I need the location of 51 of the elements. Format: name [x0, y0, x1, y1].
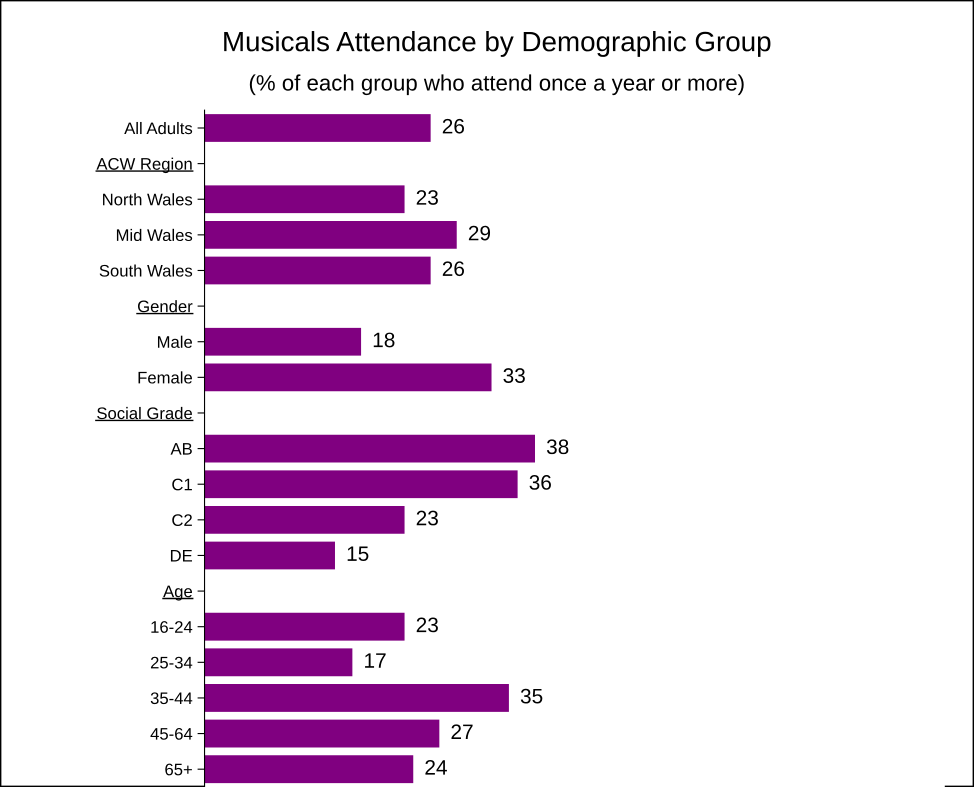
bar: [204, 648, 352, 676]
data-label: 33: [503, 368, 525, 383]
y-tick-label: C2: [172, 514, 192, 526]
data-label: 24: [425, 760, 447, 775]
data-label: 26: [442, 261, 464, 276]
chart-title: Musicals Attendance by Demographic Group: [224, 31, 770, 57]
data-label: 35: [520, 688, 542, 704]
bar: [204, 185, 405, 214]
chart-subtitle: (% of each group who attend once a year or more): [250, 74, 744, 96]
y-tick-label: DE: [170, 550, 192, 562]
bar: [204, 720, 440, 748]
bar: [204, 542, 335, 570]
y-tick-label: Gender: [138, 300, 192, 312]
y-tick-label: 16-24: [151, 621, 192, 633]
bar: [204, 220, 457, 249]
y-tick-label: C1: [172, 478, 192, 490]
bar: [204, 328, 362, 356]
bar: [204, 612, 405, 641]
y-tick-label: All Adults: [124, 122, 192, 134]
y-tick-label: Mid Wales: [116, 228, 192, 242]
data-label: 27: [452, 724, 473, 739]
data-label: 26: [442, 118, 464, 134]
y-tick-label: ACW Region: [96, 158, 192, 174]
y-tick-label: North Wales: [103, 193, 192, 206]
y-tick-label: Social Grade: [97, 406, 192, 420]
bar: [204, 256, 431, 284]
bar: [204, 506, 405, 534]
bar: [204, 114, 431, 142]
data-label: 29: [468, 226, 490, 240]
y-tick-label: Male: [158, 336, 192, 348]
y-tick-label: Age: [163, 586, 192, 601]
y-tick-label: AB: [170, 443, 192, 455]
bar: [204, 684, 509, 712]
y-tick-label: Female: [138, 371, 192, 384]
data-label: 23: [416, 618, 438, 632]
bar: [204, 363, 492, 392]
data-label: 38: [546, 439, 568, 454]
y-tick-label: 25-34: [150, 656, 192, 669]
data-label: 17: [365, 653, 386, 668]
y-tick-label: 45-64: [150, 728, 192, 740]
bar: [204, 470, 518, 498]
data-label: 23: [416, 510, 438, 526]
y-tick-label: 65+: [165, 764, 192, 776]
data-label: 18: [374, 332, 394, 348]
data-label: 23: [416, 190, 438, 205]
y-tick-label: South Wales: [100, 264, 192, 277]
data-label: 36: [530, 475, 551, 490]
data-label: 15: [348, 546, 368, 562]
y-tick-label: 35-44: [150, 692, 192, 704]
bar: [204, 434, 536, 462]
bar: [204, 755, 414, 784]
